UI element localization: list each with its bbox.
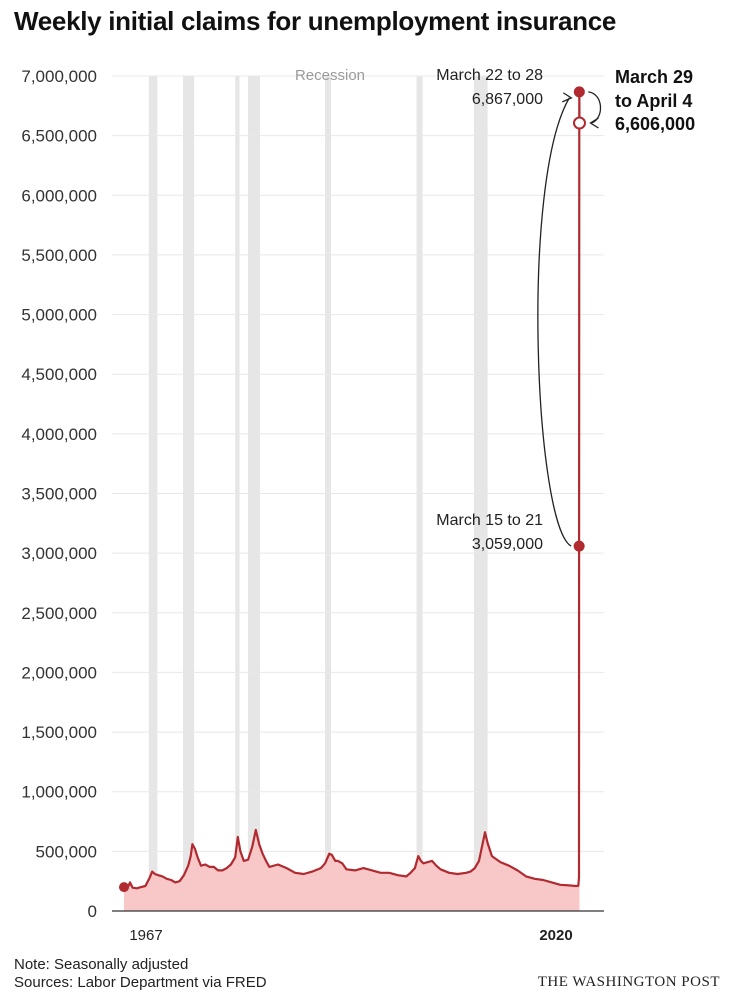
y-tick-label: 1,500,000 — [21, 723, 97, 742]
y-axis-ticks: 0 500,000 1,000,000 1,500,000 2,000,000 2,500… — [21, 67, 97, 921]
point-mar29 — [572, 116, 586, 130]
x-tick-label-end: 2020 — [539, 927, 572, 944]
annotation-value-mar29: 6,606,000 — [615, 114, 695, 134]
y-tick-label: 0 — [88, 902, 97, 921]
y-tick-label: 4,000,000 — [21, 425, 97, 444]
y-tick-label: 500,000 — [36, 842, 97, 861]
annotation-value-mar22: 6,867,000 — [472, 91, 543, 108]
annotations: March 15 to 21 3,059,000 March 22 to 28 6,8… — [436, 67, 695, 553]
y-tick-label: 3,000,000 — [21, 544, 97, 563]
x-tick-label-start: 1967 — [129, 927, 162, 944]
annotation-label-mar29: March 29 — [615, 67, 693, 87]
note-text: Note: Seasonally adjusted — [14, 956, 189, 973]
annotation-label-mar22: March 22 to 28 — [436, 67, 543, 84]
connector-arrow-mar15 — [537, 97, 572, 547]
y-tick-label: 6,500,000 — [21, 127, 97, 146]
start-point — [119, 882, 129, 893]
y-tick-label: 4,500,000 — [21, 365, 97, 384]
gridlines — [112, 75, 604, 852]
y-tick-label: 5,000,000 — [21, 306, 97, 325]
publisher-credit: THE WASHINGTON POST — [537, 974, 720, 990]
y-tick-label: 1,000,000 — [21, 783, 97, 802]
point-mar15 — [573, 540, 585, 552]
annotation-value-mar15: 3,059,000 — [472, 536, 543, 553]
y-tick-label: 5,500,000 — [21, 246, 97, 265]
arrowhead-mar22 — [589, 117, 599, 129]
y-tick-label: 6,000,000 — [21, 186, 97, 205]
y-tick-label: 2,000,000 — [21, 663, 97, 682]
arrowhead-mar15 — [562, 92, 573, 103]
highlight-points — [119, 86, 586, 893]
y-tick-label: 3,500,000 — [21, 485, 97, 504]
sources-text: Sources: Labor Department via FRED — [14, 974, 267, 991]
annotation-label-apr4: to April 4 — [615, 91, 692, 111]
point-mar22 — [573, 86, 585, 98]
y-tick-label: 7,000,000 — [21, 67, 97, 86]
y-tick-label: 2,500,000 — [21, 604, 97, 623]
recession-label: Recession — [295, 67, 365, 84]
annotation-label-mar15: March 15 to 21 — [436, 512, 543, 529]
x-axis-ticks: 1967 2020 — [129, 927, 572, 944]
chart-title: Weekly initial claims for unemployment i… — [14, 6, 617, 36]
claims-line — [123, 90, 581, 890]
